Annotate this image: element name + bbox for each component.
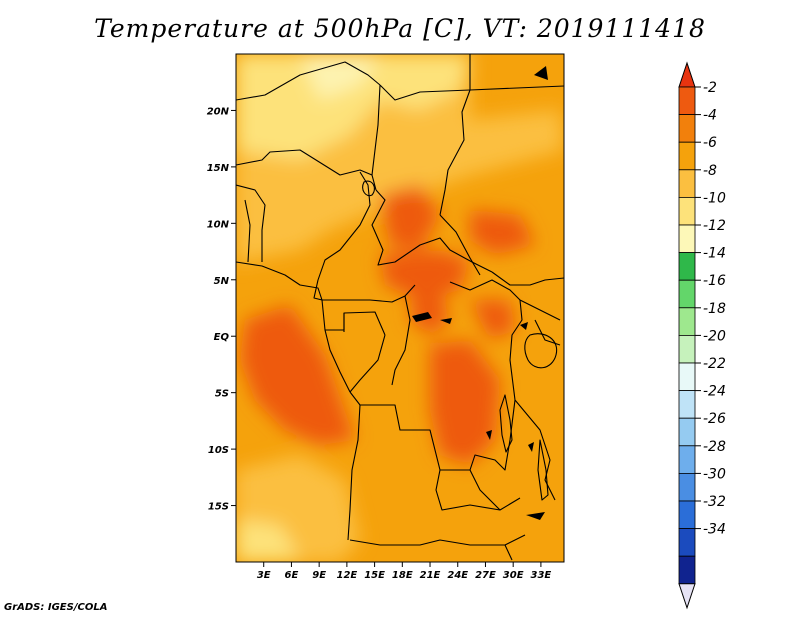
lat-tick-label: 10S <box>208 445 229 456</box>
colorbar-label: -6 <box>703 135 717 151</box>
colorbar-label: -32 <box>703 494 726 510</box>
colorbar-label: -26 <box>703 411 726 427</box>
colorbar-swatch <box>678 252 696 281</box>
lon-tick-label: 33E <box>531 570 552 581</box>
colorbar-label: -2 <box>703 80 717 96</box>
colorbar-swatch <box>678 500 696 530</box>
lon-tick-label: 3E <box>257 570 271 581</box>
lat-tick-label: 15S <box>208 502 229 513</box>
colorbar-swatch <box>678 445 696 474</box>
lon-tick-label: 12E <box>336 570 357 581</box>
lon-tick-label: 27E <box>475 570 496 581</box>
colorbar-label: -30 <box>703 466 726 482</box>
colorbar-label: -4 <box>703 108 717 124</box>
colorbar-swatch <box>678 224 696 254</box>
country-borders <box>236 54 564 561</box>
colorbar-label: -22 <box>703 356 726 372</box>
colorbar-swatch <box>678 279 696 309</box>
temperature-field <box>236 54 564 562</box>
lat-tick-label: EQ <box>214 332 230 343</box>
colorbar-swatch <box>678 528 696 557</box>
latitude-ticks: 20N 15N 10N 5N EQ 5S 10S 15S <box>207 106 236 513</box>
lon-tick-label: 15E <box>364 570 385 581</box>
colorbar-swatch <box>678 169 696 198</box>
colorbar-label: -18 <box>703 301 726 317</box>
lon-tick-label: 6E <box>285 570 299 581</box>
lon-tick-label: 21E <box>420 570 441 581</box>
lon-tick-label: 18E <box>392 570 413 581</box>
colorbar-swatch <box>678 472 696 502</box>
colorbar-swatch <box>678 417 696 447</box>
colorbar-label: -10 <box>703 190 726 206</box>
colorbar-swatch <box>678 114 696 143</box>
colorbar-label: -16 <box>703 273 726 289</box>
colorbar-bottom-arrow <box>678 583 696 610</box>
colorbar-label: -8 <box>703 163 717 179</box>
colorbar-label: -20 <box>703 328 726 344</box>
colorbar-top-arrow <box>678 61 696 88</box>
colorbar-swatch <box>678 362 696 392</box>
colorbar-label: -28 <box>703 439 726 455</box>
lat-tick-label: 10N <box>207 219 230 230</box>
lon-tick-label: 9E <box>312 570 326 581</box>
colorbar-swatch <box>678 307 696 336</box>
map-frame <box>235 53 565 563</box>
lon-tick-label: 30E <box>503 570 524 581</box>
lat-tick-label: 20N <box>207 106 230 117</box>
colorbar-swatch <box>678 196 696 226</box>
water-bodies <box>412 66 548 520</box>
software-credit: GrADS: IGES/COLA <box>4 602 108 613</box>
lon-tick-label: 24E <box>447 570 468 581</box>
colorbar-label: -12 <box>703 218 726 234</box>
map-title: Temperature at 500hPa [C], VT: 201911141… <box>94 14 706 43</box>
colorbar-label: -14 <box>703 246 726 262</box>
lat-tick-label: 5N <box>214 276 230 287</box>
colorbar-swatch <box>678 390 696 419</box>
colorbar-legend: -2 -4 -6 -8 -10 -12 -14 -16 -18 -20 -22 -24 -26 -28 -3… <box>678 61 726 610</box>
colorbar-swatch <box>678 141 696 171</box>
lat-tick-label: 15N <box>207 163 230 174</box>
longitude-ticks: 3E 6E 9E 12E 15E 18E 21E 24E 27E 30E 33E <box>257 562 552 581</box>
colorbar-swatch <box>678 334 696 364</box>
colorbar-swatch <box>678 555 696 585</box>
lat-tick-label: 5S <box>215 389 229 400</box>
colorbar-label: -24 <box>703 384 726 400</box>
colorbar-swatch <box>678 86 696 116</box>
colorbar-label: -34 <box>703 522 726 538</box>
